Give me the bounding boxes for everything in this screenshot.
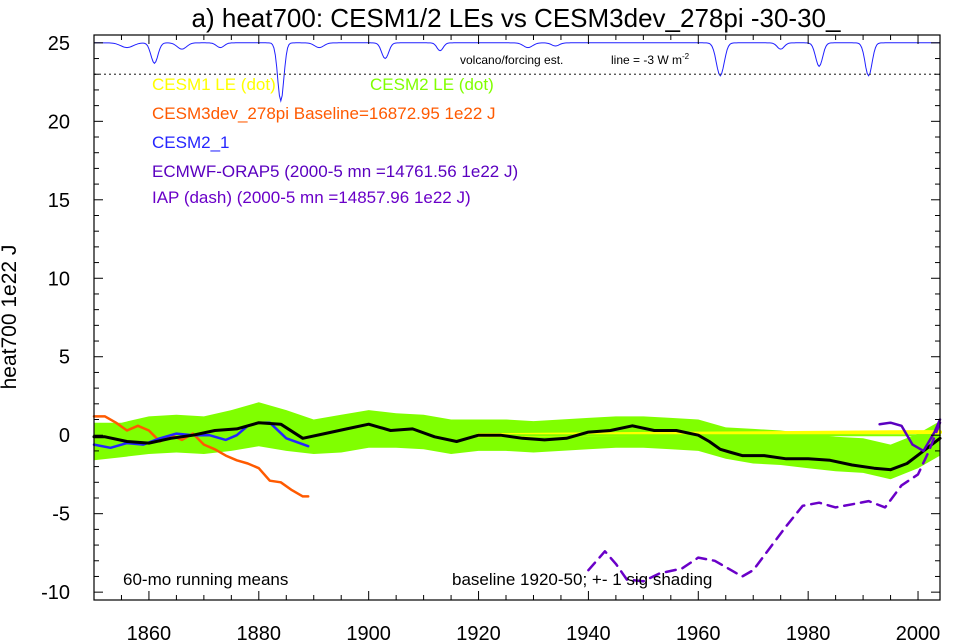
x-tick-label: 2000 xyxy=(896,623,941,641)
y-tick-label: 5 xyxy=(59,347,70,369)
y-tick-label: 25 xyxy=(48,33,70,55)
annotation-baseline: baseline 1920-50; +- 1 sig shading xyxy=(452,570,712,589)
y-tick-label: 15 xyxy=(48,190,70,212)
legend: CESM1 LE (dot) CESM2 LE (dot) CESM3dev_2… xyxy=(152,75,518,207)
annotation-running-means: 60-mo running means xyxy=(123,570,288,589)
volcano-signal-line xyxy=(94,42,940,103)
x-tick-label: 1900 xyxy=(346,623,391,641)
legend-entry-cesm2-1: CESM2_1 xyxy=(152,133,229,152)
annotation-line-note-main: line = -3 W m xyxy=(611,53,682,67)
plot-frame xyxy=(93,34,941,601)
annotation-line-note-sup: -2 xyxy=(682,52,690,61)
shading-band xyxy=(94,402,940,480)
x-tick-label: 1920 xyxy=(456,623,501,641)
legend-entry-cesm3dev: CESM3dev_278pi Baseline=16872.95 1e22 J xyxy=(152,104,496,123)
series-cesm3dev-278pi-baseline-16872-95-1e22-j-line xyxy=(92,415,310,498)
y-tick-label: -5 xyxy=(52,504,70,526)
legend-entry-iap: IAP (dash) (2000-5 mn =14857.96 1e22 J) xyxy=(152,188,471,207)
plot-area: 1860 1880 1900 1920 1940 1960 1980 2000 -10 -5 0 5 1… xyxy=(41,33,942,641)
x-tick-label: 1980 xyxy=(786,623,831,641)
x-tick-label: 1880 xyxy=(237,623,282,641)
legend-entry-cesm1-le: CESM1 LE (dot) xyxy=(152,75,276,94)
chart-title: a) heat700: CESM1/2 LEs vs CESM3dev_278p… xyxy=(192,3,841,33)
series-cesm-mean-black-line xyxy=(92,421,942,472)
legend-entry-cesm2-le: CESM2 LE (dot) xyxy=(370,75,494,94)
y-tick-label: 20 xyxy=(48,111,70,133)
series-ecmwf-orap5-2000-5-mn-14761-56-1e22-j-line xyxy=(878,418,942,453)
x-tick-label: 1860 xyxy=(127,623,172,641)
y-axis-label: heat700 1e22 J xyxy=(0,245,21,390)
x-tick-label: 1960 xyxy=(676,623,721,641)
y-tick-label: 10 xyxy=(48,268,70,290)
y-tick-label: 0 xyxy=(59,425,70,447)
annotation-volcano: volcano/forcing est. xyxy=(460,53,563,67)
legend-entry-ecmwf-orap5: ECMWF-ORAP5 (2000-5 mn =14761.56 1e22 J) xyxy=(152,162,518,181)
y-tick-label: -10 xyxy=(41,582,70,604)
series-iap-dash-2000-5-mn-14857-96-1e22-j-line xyxy=(587,421,942,583)
x-tick-label: 1940 xyxy=(566,623,611,641)
annotation-line-note: line = -3 W m-2 xyxy=(611,52,690,67)
